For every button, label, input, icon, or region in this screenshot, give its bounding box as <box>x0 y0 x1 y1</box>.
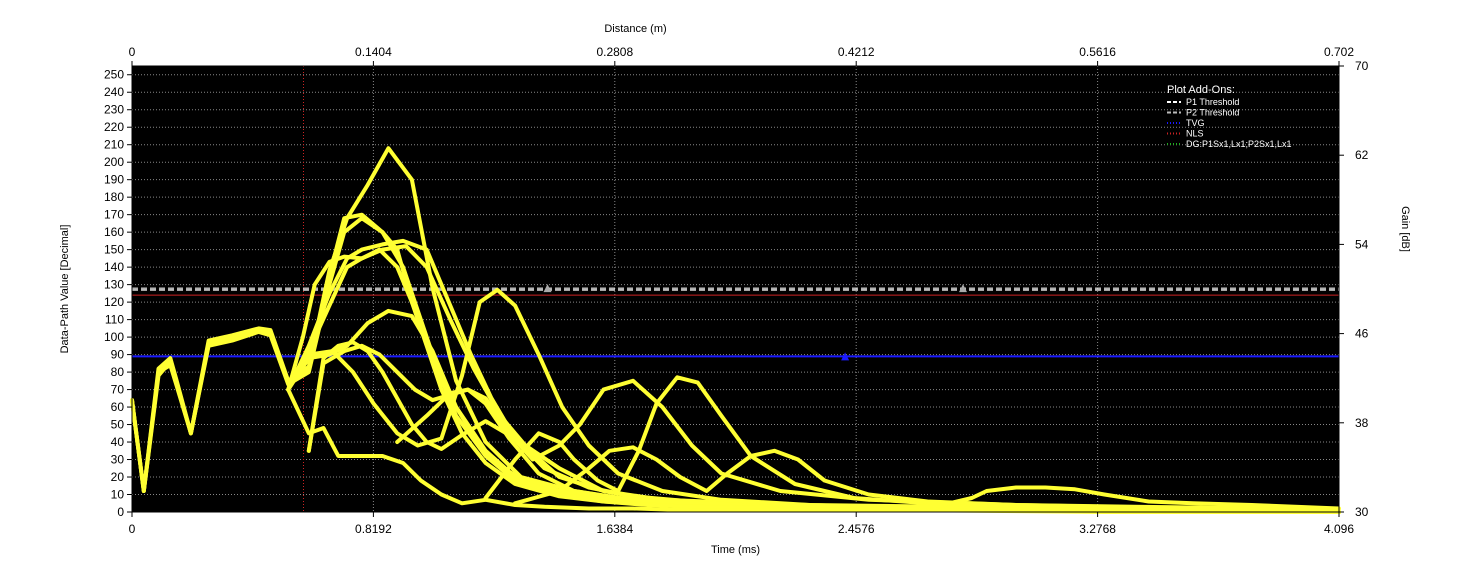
x-tick-label: 0 <box>129 522 136 536</box>
y-tick-label: 150 <box>104 243 124 257</box>
legend-title: Plot Add-Ons: <box>1167 84 1235 96</box>
y-tick-label: 30 <box>111 453 125 467</box>
x-tick-label: 3.2768 <box>1079 522 1116 536</box>
x-tick-label: 4.096 <box>1324 522 1354 536</box>
x-tick-label: 1.6384 <box>596 522 633 536</box>
series-line <box>306 287 1341 514</box>
x2-tick-label: 0.5616 <box>1079 45 1116 59</box>
series-line <box>306 343 1341 514</box>
y2-tick-label: 30 <box>1355 505 1369 519</box>
y-tick-label: 100 <box>104 330 124 344</box>
y-tick-label: 70 <box>111 383 125 397</box>
x-tick-label: 2.4576 <box>838 522 875 536</box>
x2-tick-label: 0.1404 <box>355 45 392 59</box>
x2-tick-label: 0 <box>129 45 136 59</box>
y2-tick-label: 70 <box>1355 59 1369 73</box>
y-tick-label: 170 <box>104 208 124 222</box>
y-tick-label: 250 <box>104 68 124 82</box>
y-tick-label: 190 <box>104 173 124 187</box>
y-tick-label: 60 <box>111 400 125 414</box>
y-tick-label: 120 <box>104 295 124 309</box>
y2-tick-label: 38 <box>1355 416 1369 430</box>
y-tick-label: 140 <box>104 260 124 274</box>
y-tick-label: 230 <box>104 103 124 117</box>
series-line <box>513 445 1341 514</box>
y-tick-label: 220 <box>104 120 124 134</box>
legend-entry-label: P1 Threshold <box>1186 97 1239 107</box>
y2-tick-label: 54 <box>1355 237 1369 251</box>
y-tick-label: 10 <box>111 488 125 502</box>
legend-entry-label: P2 Threshold <box>1186 108 1239 118</box>
x2-axis-title: Distance (m) <box>604 23 666 35</box>
threshold-handle-marker <box>543 284 552 293</box>
y-tick-label: 200 <box>104 155 124 169</box>
y2-axis-title: Gain [dB] <box>1399 206 1411 252</box>
y-tick-label: 110 <box>105 313 124 327</box>
y-tick-label: 160 <box>104 225 124 239</box>
y-tick-label: 50 <box>111 418 125 432</box>
y-tick-label: 20 <box>111 470 125 484</box>
x-axis-title: Time (ms) <box>711 544 760 556</box>
series-group <box>130 146 1341 514</box>
y2-tick-label: 46 <box>1355 327 1369 341</box>
y-axis-title: Data-Path Value [Decimal] <box>59 225 71 354</box>
y-tick-label: 40 <box>111 435 125 449</box>
y-tick-label: 90 <box>111 348 125 362</box>
x2-tick-label: 0.702 <box>1324 45 1354 59</box>
legend-entry-label: DG:P1Sx1,Lx1;P2Sx1,Lx1 <box>1186 139 1292 149</box>
series-line <box>286 387 1341 514</box>
series-line <box>286 308 1341 514</box>
legend-entry-label: TVG <box>1186 118 1205 128</box>
x2-tick-label: 0.2808 <box>596 45 633 59</box>
y-tick-label: 240 <box>104 85 124 99</box>
y-tick-label: 210 <box>104 138 124 152</box>
x2-tick-label: 0.4212 <box>838 45 875 59</box>
axes: 0 10 20 30 40 50 60 70 80 90 100 110 120 130 140 150 160… <box>59 23 1411 556</box>
legend-entry-label: NLS <box>1186 129 1204 139</box>
threshold-handle-marker <box>958 284 967 293</box>
y-tick-label: 80 <box>111 365 125 379</box>
series-line <box>896 485 1341 511</box>
y-tick-label: 130 <box>104 278 124 292</box>
threshold-handle-marker <box>841 352 850 361</box>
x-tick-label: 0.8192 <box>355 522 392 536</box>
y2-tick-label: 62 <box>1355 148 1369 162</box>
y-tick-label: 0 <box>117 505 124 519</box>
y-tick-label: 180 <box>104 190 124 204</box>
